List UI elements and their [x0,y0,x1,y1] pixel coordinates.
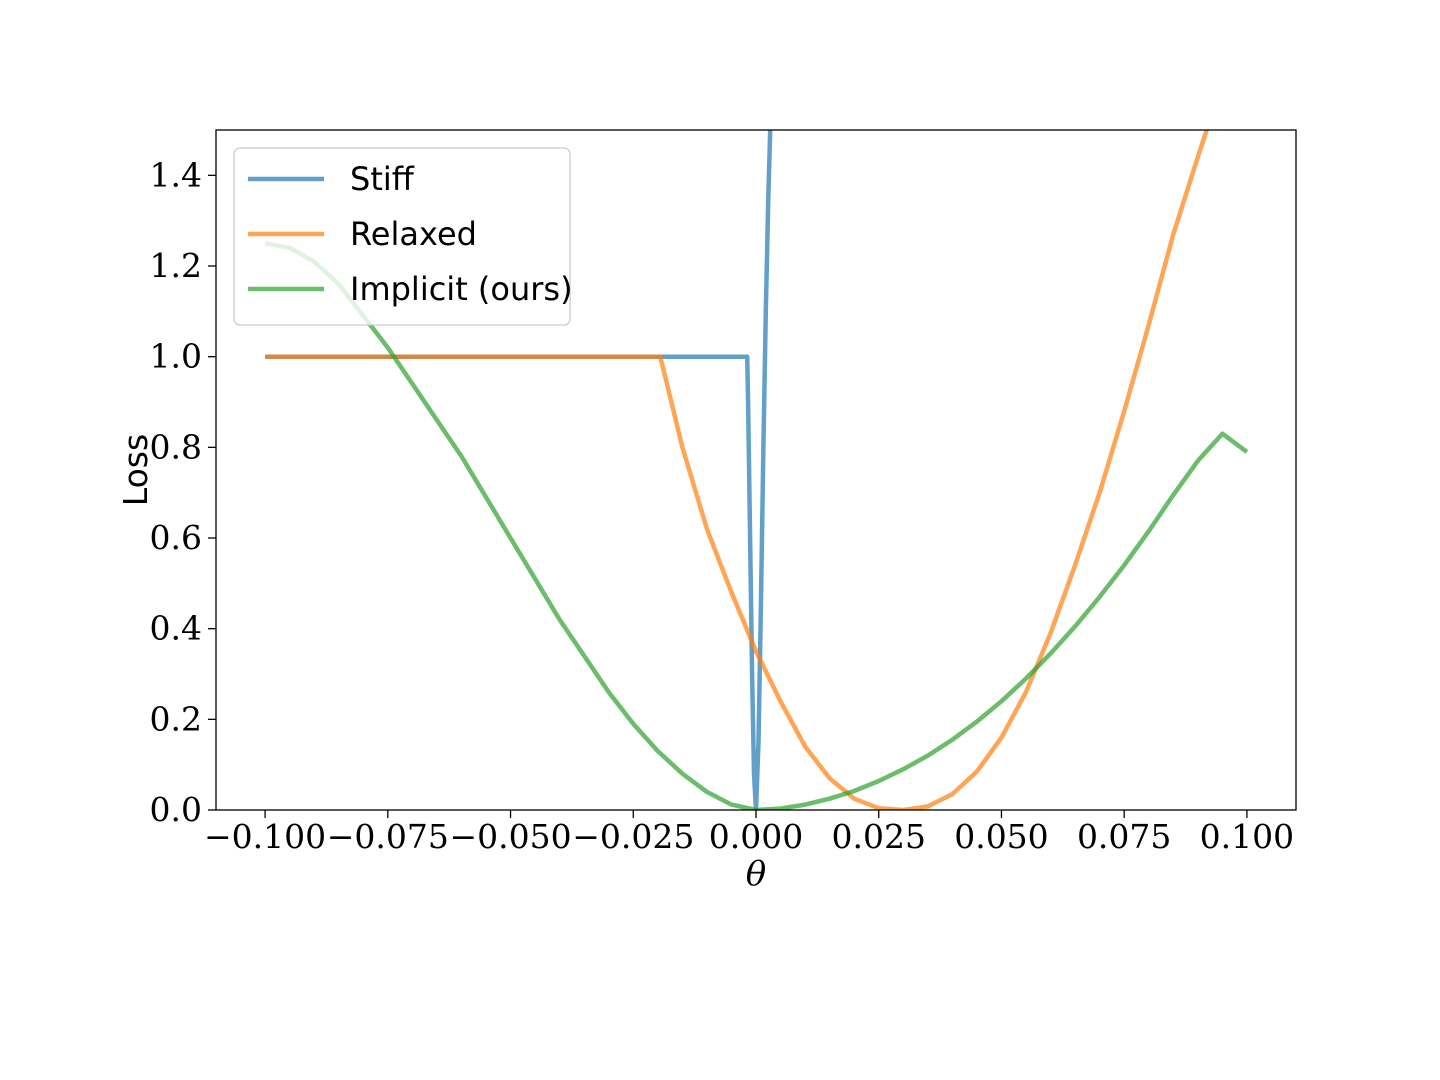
series-layer [264,130,1249,810]
legend-entries: Stiff Relaxed Implicit (ours) [248,160,573,308]
legend-label-relaxed: Relaxed [350,215,477,253]
y-tick-label: 1.4 [150,155,202,194]
y-tick-label: 0.2 [150,699,202,738]
y-tick-label: 1.0 [150,337,202,376]
y-tick-label: 0.0 [150,790,202,829]
y-tick-label: 0.6 [150,518,202,557]
x-tick-label: −0.100 [204,817,326,856]
y-tick-label: 0.4 [150,609,202,648]
y-axis-label: Loss [116,434,155,506]
legend-label-implicit-ours: Implicit (ours) [350,270,573,308]
y-axis-ticks: 0.0 0.2 0.4 0.6 0.8 1.0 1.2 1.4 [150,155,216,829]
x-axis-ticks: −0.100 −0.075 −0.050 −0.025 0.000 0.025 0.050 0… [204,810,1294,856]
x-tick-label: 0.000 [709,817,803,856]
x-tick-label: 0.100 [1200,817,1294,856]
series-line-stiff [265,130,773,810]
series-line-relaxed [265,130,1209,810]
x-tick-label: −0.075 [327,817,449,856]
legend-label-stiff: Stiff [350,160,415,198]
y-tick-label: 0.8 [150,427,202,466]
series-line-implicit-ours [264,241,1249,810]
x-tick-label: 0.025 [831,817,925,856]
x-tick-label: 0.075 [1077,817,1171,856]
legend-box [233,147,571,326]
x-axis-label: θ [746,854,766,894]
x-tick-label: 0.050 [954,817,1048,856]
x-tick-label: −0.050 [449,817,571,856]
y-tick-label: 1.2 [150,246,202,285]
x-tick-label: −0.025 [572,817,694,856]
legend: Stiff Relaxed Implicit (ours) [233,147,573,326]
